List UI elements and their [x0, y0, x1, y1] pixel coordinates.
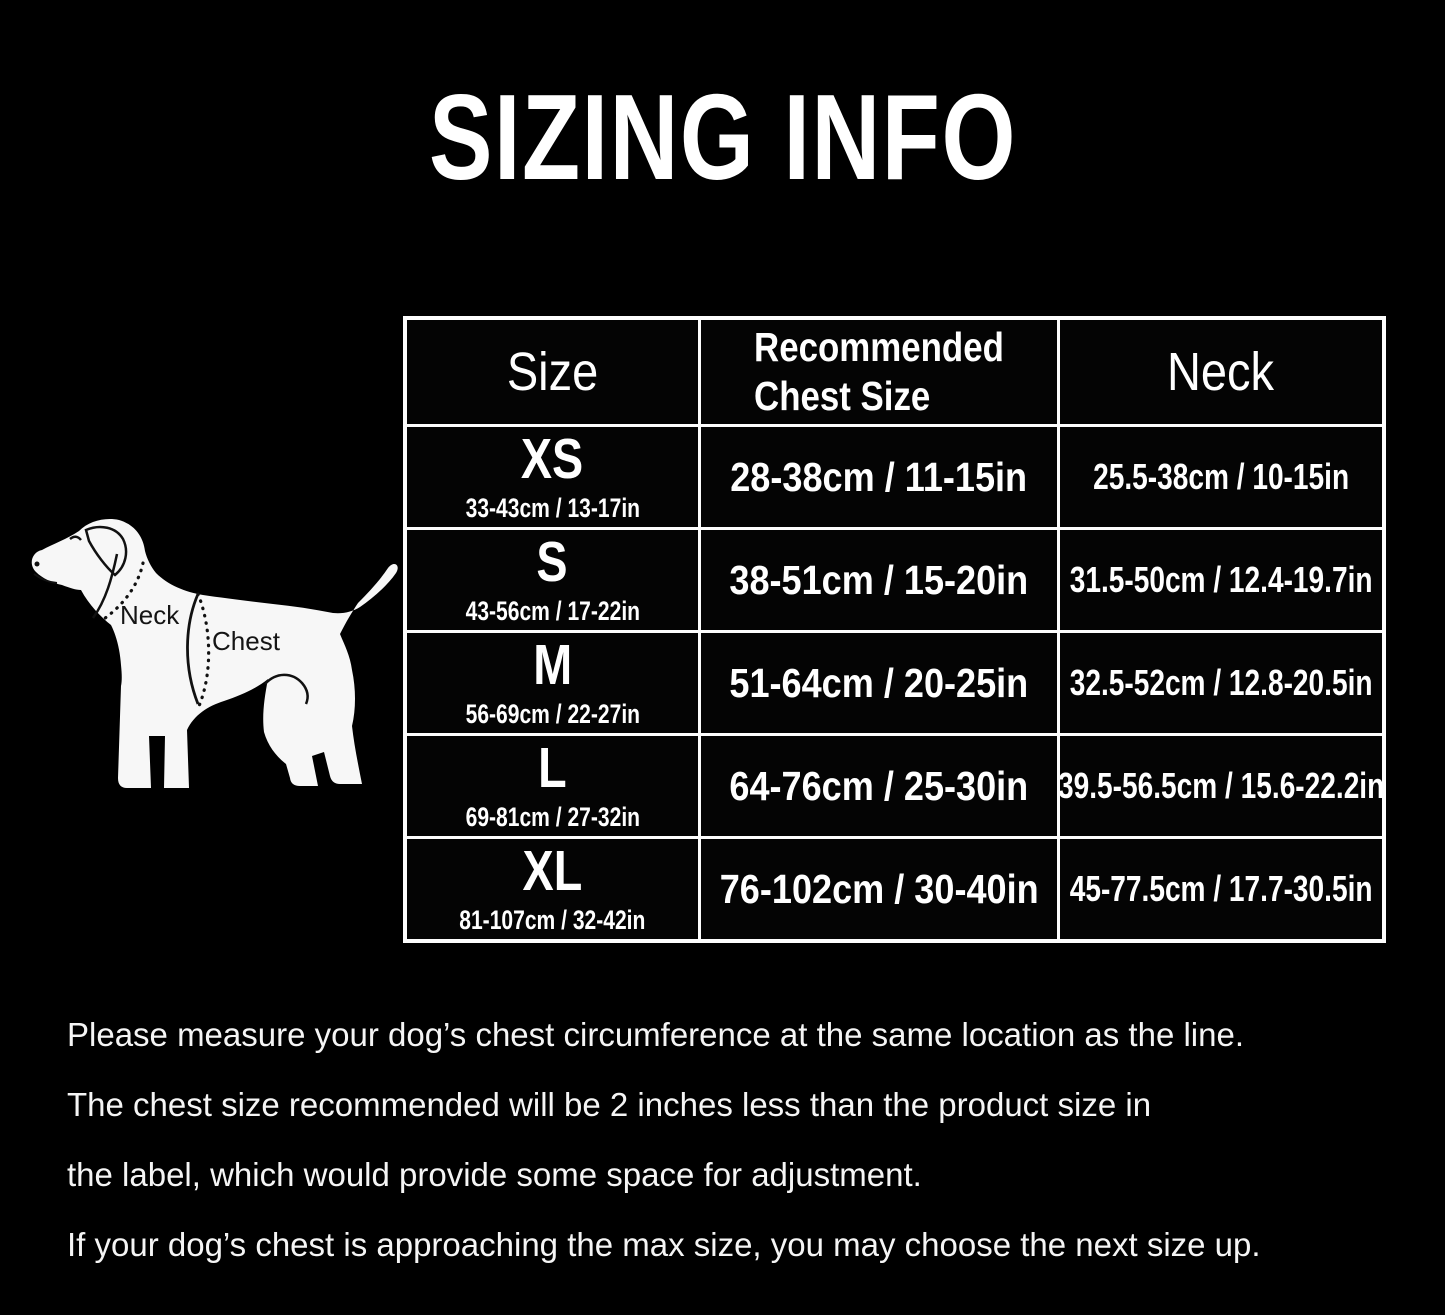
neck-value: 31.5-50cm / 12.4-19.7in [1069, 559, 1373, 600]
size-letter: XS [521, 427, 584, 491]
neck-cell-m: 32.5-52cm / 12.8-20.5in [1060, 633, 1382, 733]
size-letter: XL [522, 839, 583, 903]
header-cell-neck: Neck [1060, 320, 1382, 424]
sizing-table: Size Recommended Chest Size Neck XS 33-4… [403, 316, 1386, 943]
chest-cell-l: 64-76cm / 25-30in [701, 736, 1057, 836]
neck-value: 45-77.5cm / 17.7-30.5in [1069, 868, 1373, 909]
neck-value: 39.5-56.5cm / 15.6-22.2in [1060, 765, 1382, 806]
size-letter: L [538, 736, 567, 800]
note-line-3: the label, which would provide some spac… [67, 1156, 922, 1193]
neck-label: Neck [120, 600, 180, 630]
size-cell-xs: XS 33-43cm / 13-17in [407, 427, 698, 527]
neck-cell-xs: 25.5-38cm / 10-15in [1060, 427, 1382, 527]
dog-nostril [34, 561, 40, 567]
size-letter: S [536, 530, 569, 594]
note-line-2: The chest size recommended will be 2 inc… [67, 1086, 1152, 1123]
chest-value: 38-51cm / 15-20in [729, 556, 1029, 603]
header-neck-label: Neck [1167, 342, 1275, 402]
size-cell-l: L 69-81cm / 27-32in [407, 736, 698, 836]
dog-mouth-line [33, 573, 58, 584]
dog-thigh-line [264, 673, 309, 705]
neck-cell-xl: 45-77.5cm / 17.7-30.5in [1060, 839, 1382, 939]
size-cell-s: S 43-56cm / 17-22in [407, 530, 698, 630]
neck-cell-l: 39.5-56.5cm / 15.6-22.2in [1060, 736, 1382, 836]
neck-value: 32.5-52cm / 12.8-20.5in [1069, 662, 1373, 703]
chest-cell-xs: 28-38cm / 11-15in [701, 427, 1057, 527]
header-size-label: Size [506, 342, 599, 402]
neck-cell-s: 31.5-50cm / 12.4-19.7in [1060, 530, 1382, 630]
neck-measure-solid-line [91, 553, 119, 619]
chest-cell-m: 51-64cm / 20-25in [701, 633, 1057, 733]
chest-label: Chest [212, 626, 281, 656]
size-range: 69-81cm / 27-32in [465, 801, 640, 832]
size-letter: M [533, 633, 572, 697]
chest-cell-s: 38-51cm / 15-20in [701, 530, 1057, 630]
size-range: 33-43cm / 13-17in [465, 492, 640, 523]
header-cell-chest: Recommended Chest Size [701, 320, 1057, 424]
chest-value: 51-64cm / 20-25in [729, 659, 1029, 706]
chest-value: 28-38cm / 11-15in [730, 453, 1028, 500]
chest-cell-xl: 76-102cm / 30-40in [701, 839, 1057, 939]
chest-value: 76-102cm / 30-40in [719, 865, 1039, 912]
dog-eye [69, 535, 82, 541]
neck-measure-line [99, 561, 145, 623]
size-cell-xl: XL 81-107cm / 32-42in [407, 839, 698, 939]
header-cell-size: Size [407, 320, 698, 424]
header-chest-label: Recommended Chest Size [754, 324, 1004, 419]
dog-silhouette [31, 519, 398, 788]
page-title: SIZING INFO [428, 69, 1017, 205]
neck-value: 25.5-38cm / 10-15in [1093, 456, 1350, 497]
page-title-wrap: SIZING INFO [0, 70, 1445, 204]
size-range: 43-56cm / 17-22in [465, 595, 640, 626]
measuring-notes: Please measure your dog’s chest circumfe… [67, 1000, 1261, 1280]
size-range: 81-107cm / 32-42in [459, 904, 646, 935]
note-line-4: If your dog’s chest is approaching the m… [67, 1226, 1261, 1263]
chest-measure-solid-line [186, 593, 200, 705]
chest-value: 64-76cm / 25-30in [729, 762, 1029, 809]
size-range: 56-69cm / 22-27in [465, 698, 640, 729]
note-line-1: Please measure your dog’s chest circumfe… [67, 1016, 1245, 1053]
dog-diagram: Neck Chest [31, 519, 398, 788]
size-cell-m: M 56-69cm / 22-27in [407, 633, 698, 733]
